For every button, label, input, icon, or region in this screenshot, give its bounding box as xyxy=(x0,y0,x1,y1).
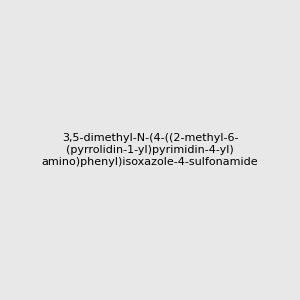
Text: 3,5-dimethyl-N-(4-((2-methyl-6-
(pyrrolidin-1-yl)pyrimidin-4-yl)
amino)phenyl)is: 3,5-dimethyl-N-(4-((2-methyl-6- (pyrroli… xyxy=(42,134,258,166)
